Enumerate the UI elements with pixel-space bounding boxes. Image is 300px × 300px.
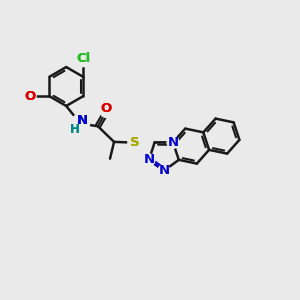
Circle shape	[24, 90, 36, 102]
Circle shape	[167, 136, 179, 148]
Circle shape	[75, 50, 91, 67]
Text: Cl: Cl	[76, 52, 90, 65]
Circle shape	[100, 105, 112, 117]
Text: S: S	[130, 136, 140, 149]
Text: Cl: Cl	[76, 52, 90, 65]
Text: N: N	[76, 114, 88, 127]
Text: O: O	[101, 102, 112, 115]
Circle shape	[24, 90, 36, 102]
Text: N: N	[76, 114, 88, 127]
Circle shape	[128, 135, 142, 149]
Text: N: N	[158, 164, 169, 177]
Text: O: O	[101, 102, 112, 115]
Circle shape	[143, 154, 155, 166]
Circle shape	[100, 105, 112, 117]
Text: H: H	[69, 123, 79, 136]
Text: N: N	[143, 154, 155, 166]
Circle shape	[71, 114, 89, 133]
Text: O: O	[24, 90, 36, 103]
Circle shape	[71, 114, 89, 133]
Circle shape	[128, 135, 142, 149]
Text: S: S	[130, 136, 140, 149]
Circle shape	[158, 165, 170, 177]
Text: H: H	[69, 123, 79, 136]
Text: N: N	[167, 136, 178, 149]
Circle shape	[75, 50, 91, 67]
Text: O: O	[24, 90, 36, 103]
